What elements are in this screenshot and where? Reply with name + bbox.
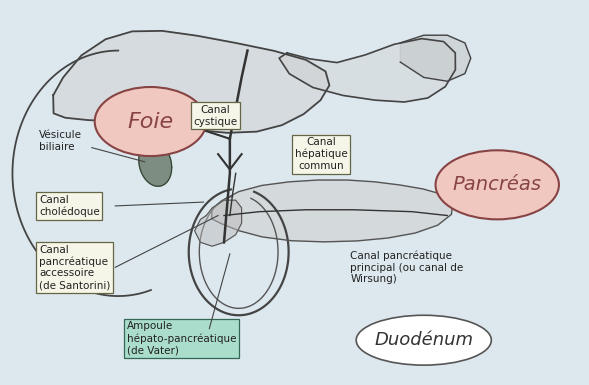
Text: Vésicule
biliaire: Vésicule biliaire (39, 130, 82, 152)
Text: Canal pancréatique
principal (ou canal de
Wirsung): Canal pancréatique principal (ou canal d… (350, 251, 464, 284)
Ellipse shape (435, 150, 559, 219)
Polygon shape (194, 200, 241, 246)
Text: Canal
cholédoque: Canal cholédoque (39, 195, 100, 217)
Text: Ampoule
hépato-pancréatique
(de Vater): Ampoule hépato-pancréatique (de Vater) (127, 321, 237, 355)
Text: Duodénum: Duodénum (374, 331, 474, 349)
Text: Canal
hépatique
commun: Canal hépatique commun (294, 137, 348, 171)
Text: Foie: Foie (127, 112, 174, 132)
Polygon shape (279, 38, 455, 102)
Ellipse shape (356, 315, 491, 365)
Polygon shape (401, 35, 471, 81)
Polygon shape (139, 141, 171, 186)
Polygon shape (212, 180, 453, 242)
Ellipse shape (95, 87, 206, 156)
Text: Pancréas: Pancréas (453, 175, 542, 194)
Text: Canal
cystique: Canal cystique (193, 105, 237, 127)
Polygon shape (53, 31, 329, 133)
Text: Canal
pancréatique
accessoire
(de Santorini): Canal pancréatique accessoire (de Santor… (39, 244, 110, 290)
